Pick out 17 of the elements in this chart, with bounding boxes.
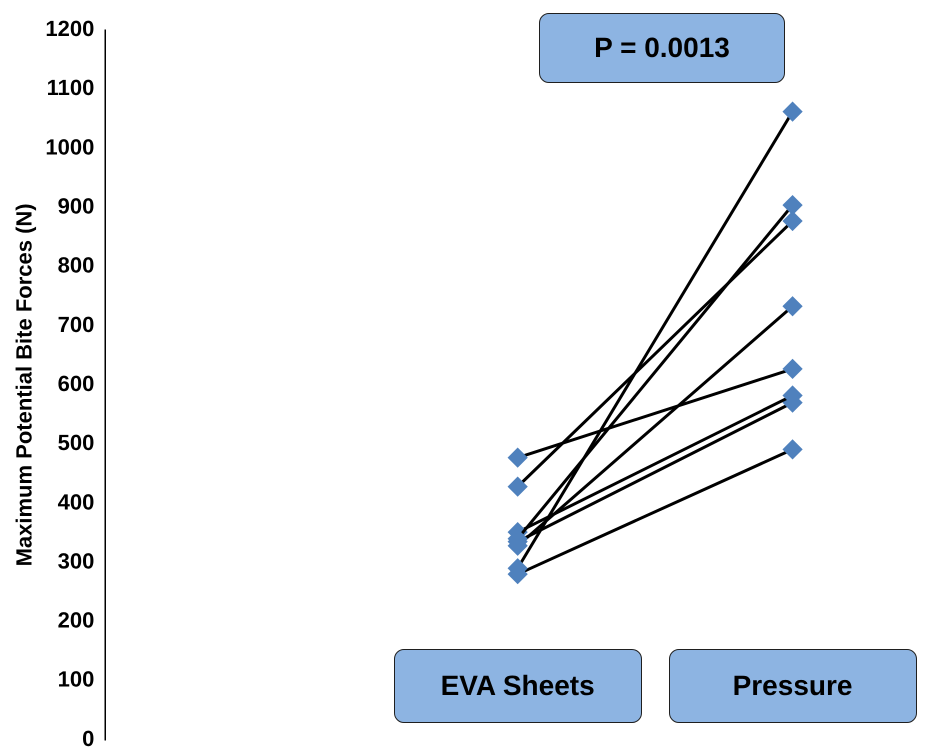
y-tick-label: 300 [58,548,94,574]
y-tick-label: 700 [58,312,94,337]
y-tick-label: 1000 [45,134,94,160]
label-box: EVA Sheets [394,649,642,723]
y-tick-label: 200 [58,608,94,633]
note-box: P = 0.0013 [539,13,785,83]
y-tick-label: 400 [58,489,94,514]
y-tick-label: 1200 [45,16,94,42]
y-tick-label: 800 [58,252,94,278]
y-tick-label: 100 [58,666,94,692]
y-tick-label: 600 [58,370,94,396]
label-box: Pressure [668,649,917,723]
y-tick-label: 0 [82,726,94,751]
y-axis-title: Maximum Potential Bite Forces (N) [11,203,36,566]
y-tick-label: 900 [58,194,94,219]
y-tick-label: 500 [58,430,94,456]
y-tick-label: 1100 [46,75,94,100]
